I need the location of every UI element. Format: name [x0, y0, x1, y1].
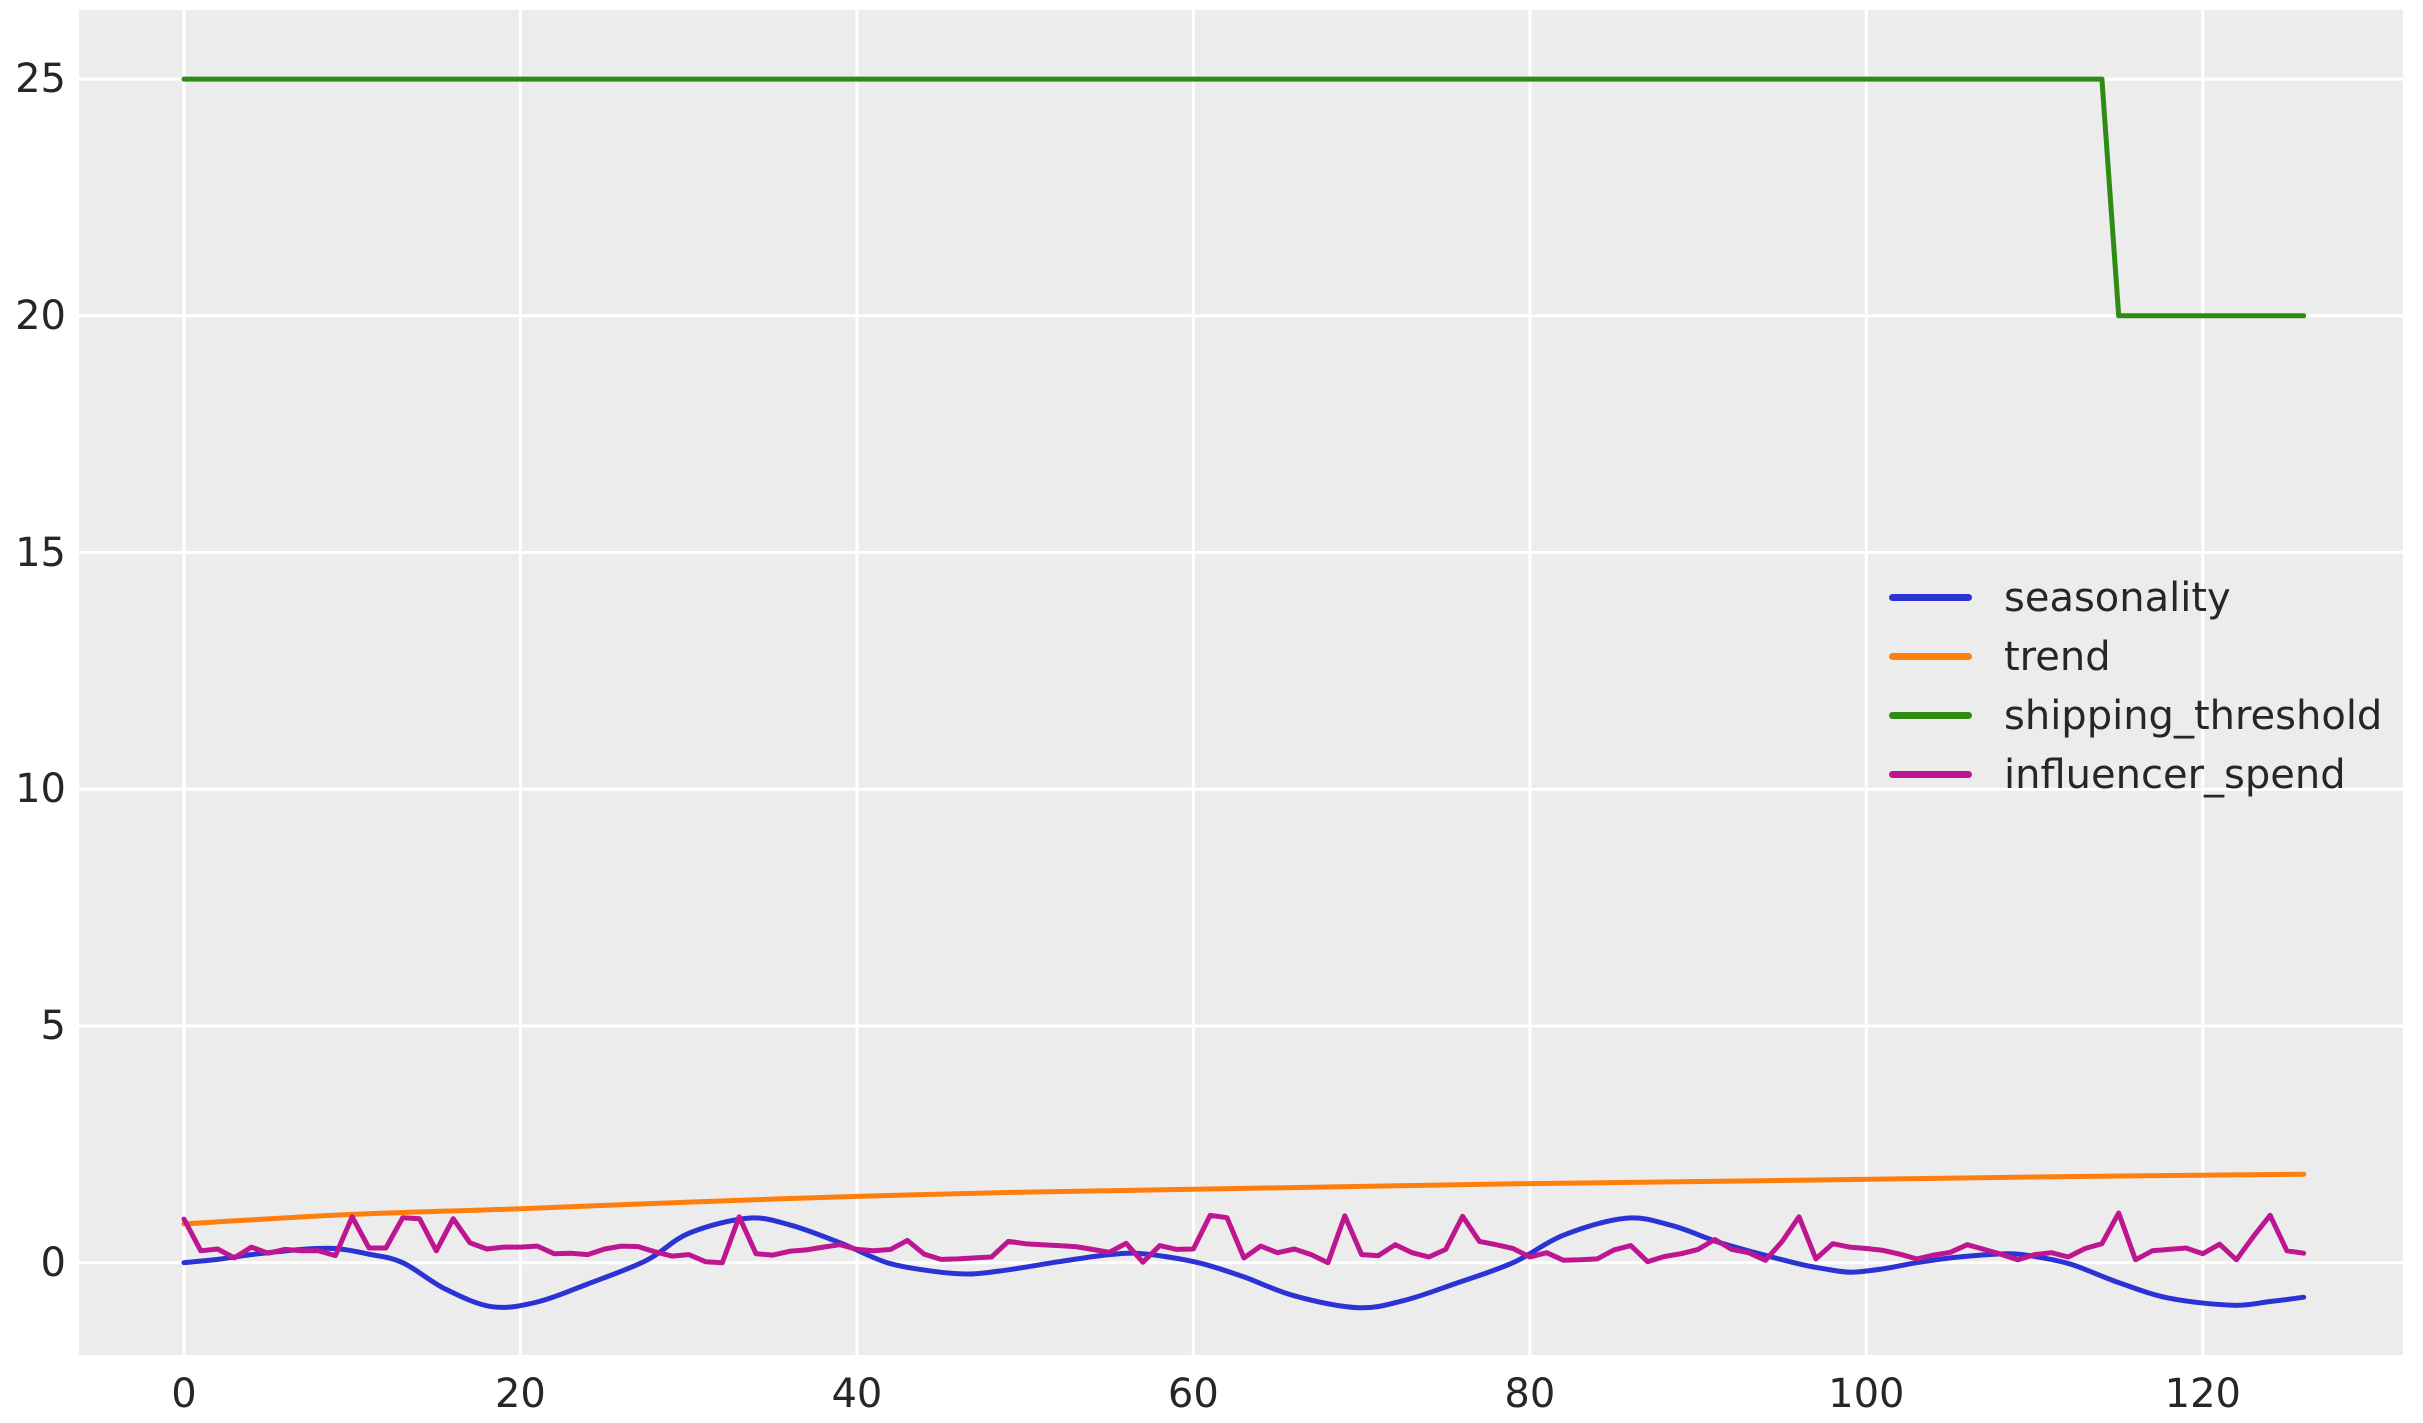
x-tick-label: 60: [1167, 1371, 1219, 1417]
series-line-seasonality: [181, 1215, 2307, 1311]
x-tick-label: 40: [831, 1371, 883, 1417]
legend-label: trend: [2004, 633, 2111, 680]
series-line-influencer_spend: [181, 1210, 2307, 1266]
x-tick-label: 100: [1828, 1371, 1905, 1417]
y-tick-label: 25: [15, 56, 66, 103]
series-line-trend: [181, 1171, 2307, 1227]
plot-area: [79, 10, 2403, 1355]
y-tick-label: 5: [40, 1002, 66, 1049]
y-tick-label: 15: [15, 529, 66, 576]
y-tick-label: 10: [15, 766, 66, 813]
x-tick-label: 0: [171, 1371, 197, 1417]
series-line-shipping_threshold: [181, 76, 2307, 319]
legend-line-icon: [1889, 771, 1972, 778]
legend-item-influencer_spend: influencer_spend: [1889, 745, 2382, 804]
x-tick-label: 120: [2164, 1371, 2241, 1417]
legend-line-icon: [1889, 712, 1972, 719]
legend-label: shipping_threshold: [2004, 692, 2383, 739]
plot-canvas: [79, 10, 2403, 1355]
y-tick-label: 20: [15, 292, 66, 339]
y-tick-label: 0: [40, 1239, 66, 1286]
legend-item-trend: trend: [1889, 627, 2382, 686]
legend-label: influencer_spend: [2004, 751, 2346, 798]
legend-line-icon: [1889, 653, 1972, 660]
x-tick-label: 80: [1504, 1371, 1556, 1417]
legend-item-shipping_threshold: shipping_threshold: [1889, 686, 2382, 745]
x-tick-label: 20: [494, 1371, 546, 1417]
legend-item-seasonality: seasonality: [1889, 568, 2382, 627]
legend-label: seasonality: [2004, 574, 2231, 621]
legend-line-icon: [1889, 594, 1972, 601]
